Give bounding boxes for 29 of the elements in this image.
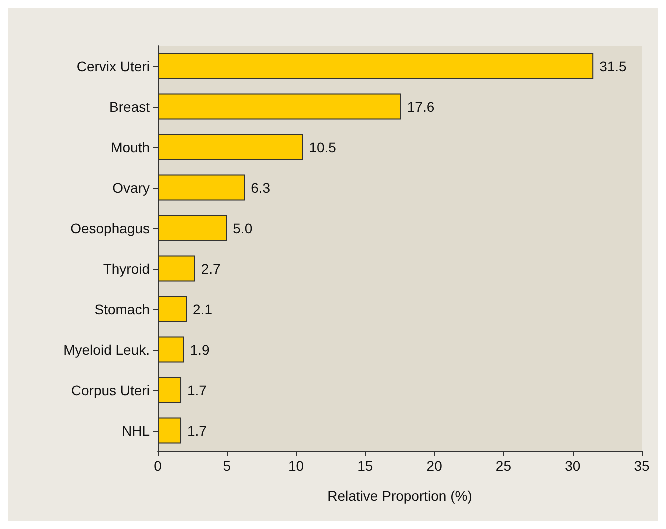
data-label: 2.7 xyxy=(201,260,222,277)
data-label: 5.0 xyxy=(233,220,253,236)
data-label: 31.5 xyxy=(600,58,628,74)
x-tick-label: 0 xyxy=(154,458,162,474)
data-label: 1.7 xyxy=(188,382,208,398)
data-label: 17.6 xyxy=(407,98,435,115)
y-tick-label: Breast xyxy=(110,98,150,115)
data-label: 1.7 xyxy=(188,422,208,439)
x-tick-label: 25 xyxy=(496,458,512,474)
x-tick-label: 5 xyxy=(223,458,232,474)
x-tick-label: 15 xyxy=(358,458,374,474)
data-label: 6.3 xyxy=(251,180,271,196)
y-tick-label: Myeloid Leuk. xyxy=(64,342,150,358)
y-tick-label: Oesophagus xyxy=(70,220,150,236)
x-tick-label: 20 xyxy=(426,458,443,474)
y-tick-label: Ovary xyxy=(112,180,150,196)
y-tick-label: Stomach xyxy=(94,301,150,318)
data-label: 10.5 xyxy=(309,139,337,156)
x-tick-label: 10 xyxy=(288,458,304,474)
data-label: 1.9 xyxy=(190,342,210,358)
y-tick-label: NHL xyxy=(122,422,150,439)
data-label: 2.1 xyxy=(193,301,213,318)
y-tick-label: Cervix Uteri xyxy=(76,58,150,74)
x-tick-label: 35 xyxy=(634,458,650,474)
y-tick-label: Thyroid xyxy=(103,260,150,277)
x-axis-title: Relative Proportion (%) xyxy=(328,488,472,504)
x-tick-label: 30 xyxy=(565,458,581,474)
y-tick-label: Corpus Uteri xyxy=(71,382,150,398)
y-tick-label: Mouth xyxy=(111,139,150,156)
